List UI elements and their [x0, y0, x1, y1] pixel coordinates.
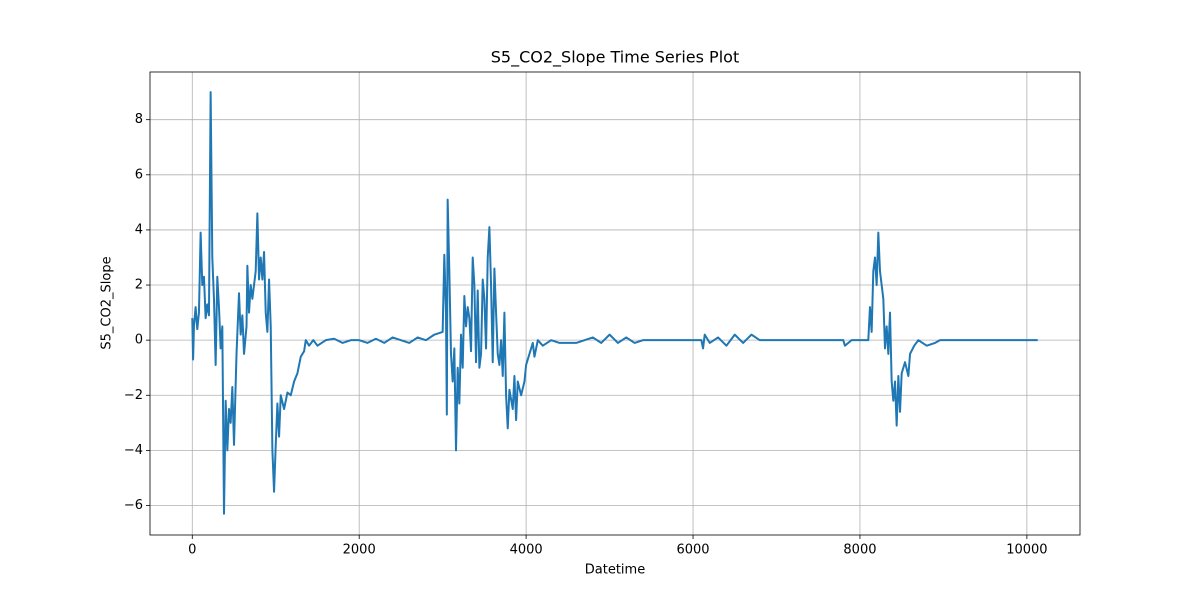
x-tick-label: 10000: [1006, 543, 1047, 558]
y-tick-label: −6: [124, 498, 143, 513]
y-tick-label: −2: [124, 388, 143, 403]
plot-frame: [149, 71, 1081, 536]
x-tick-label: 6000: [676, 543, 709, 558]
x-tick-label: 0: [188, 543, 196, 558]
y-tick-label: 0: [135, 333, 143, 348]
y-tick-label: −4: [124, 443, 143, 458]
chart-title: S5_CO2_Slope Time Series Plot: [491, 48, 739, 68]
x-tick-label: 8000: [843, 543, 876, 558]
data-line: [191, 91, 1038, 515]
y-tick-label: 2: [135, 278, 143, 293]
x-axis-label: Datetime: [585, 563, 645, 578]
x-tick-label: 4000: [510, 543, 543, 558]
y-axis-label: S5_CO2_Slope: [100, 256, 115, 349]
x-tick-label: 2000: [343, 543, 376, 558]
y-tick-label: 8: [135, 112, 143, 127]
y-tick-label: 4: [135, 222, 143, 237]
y-tick-label: 6: [135, 167, 143, 182]
